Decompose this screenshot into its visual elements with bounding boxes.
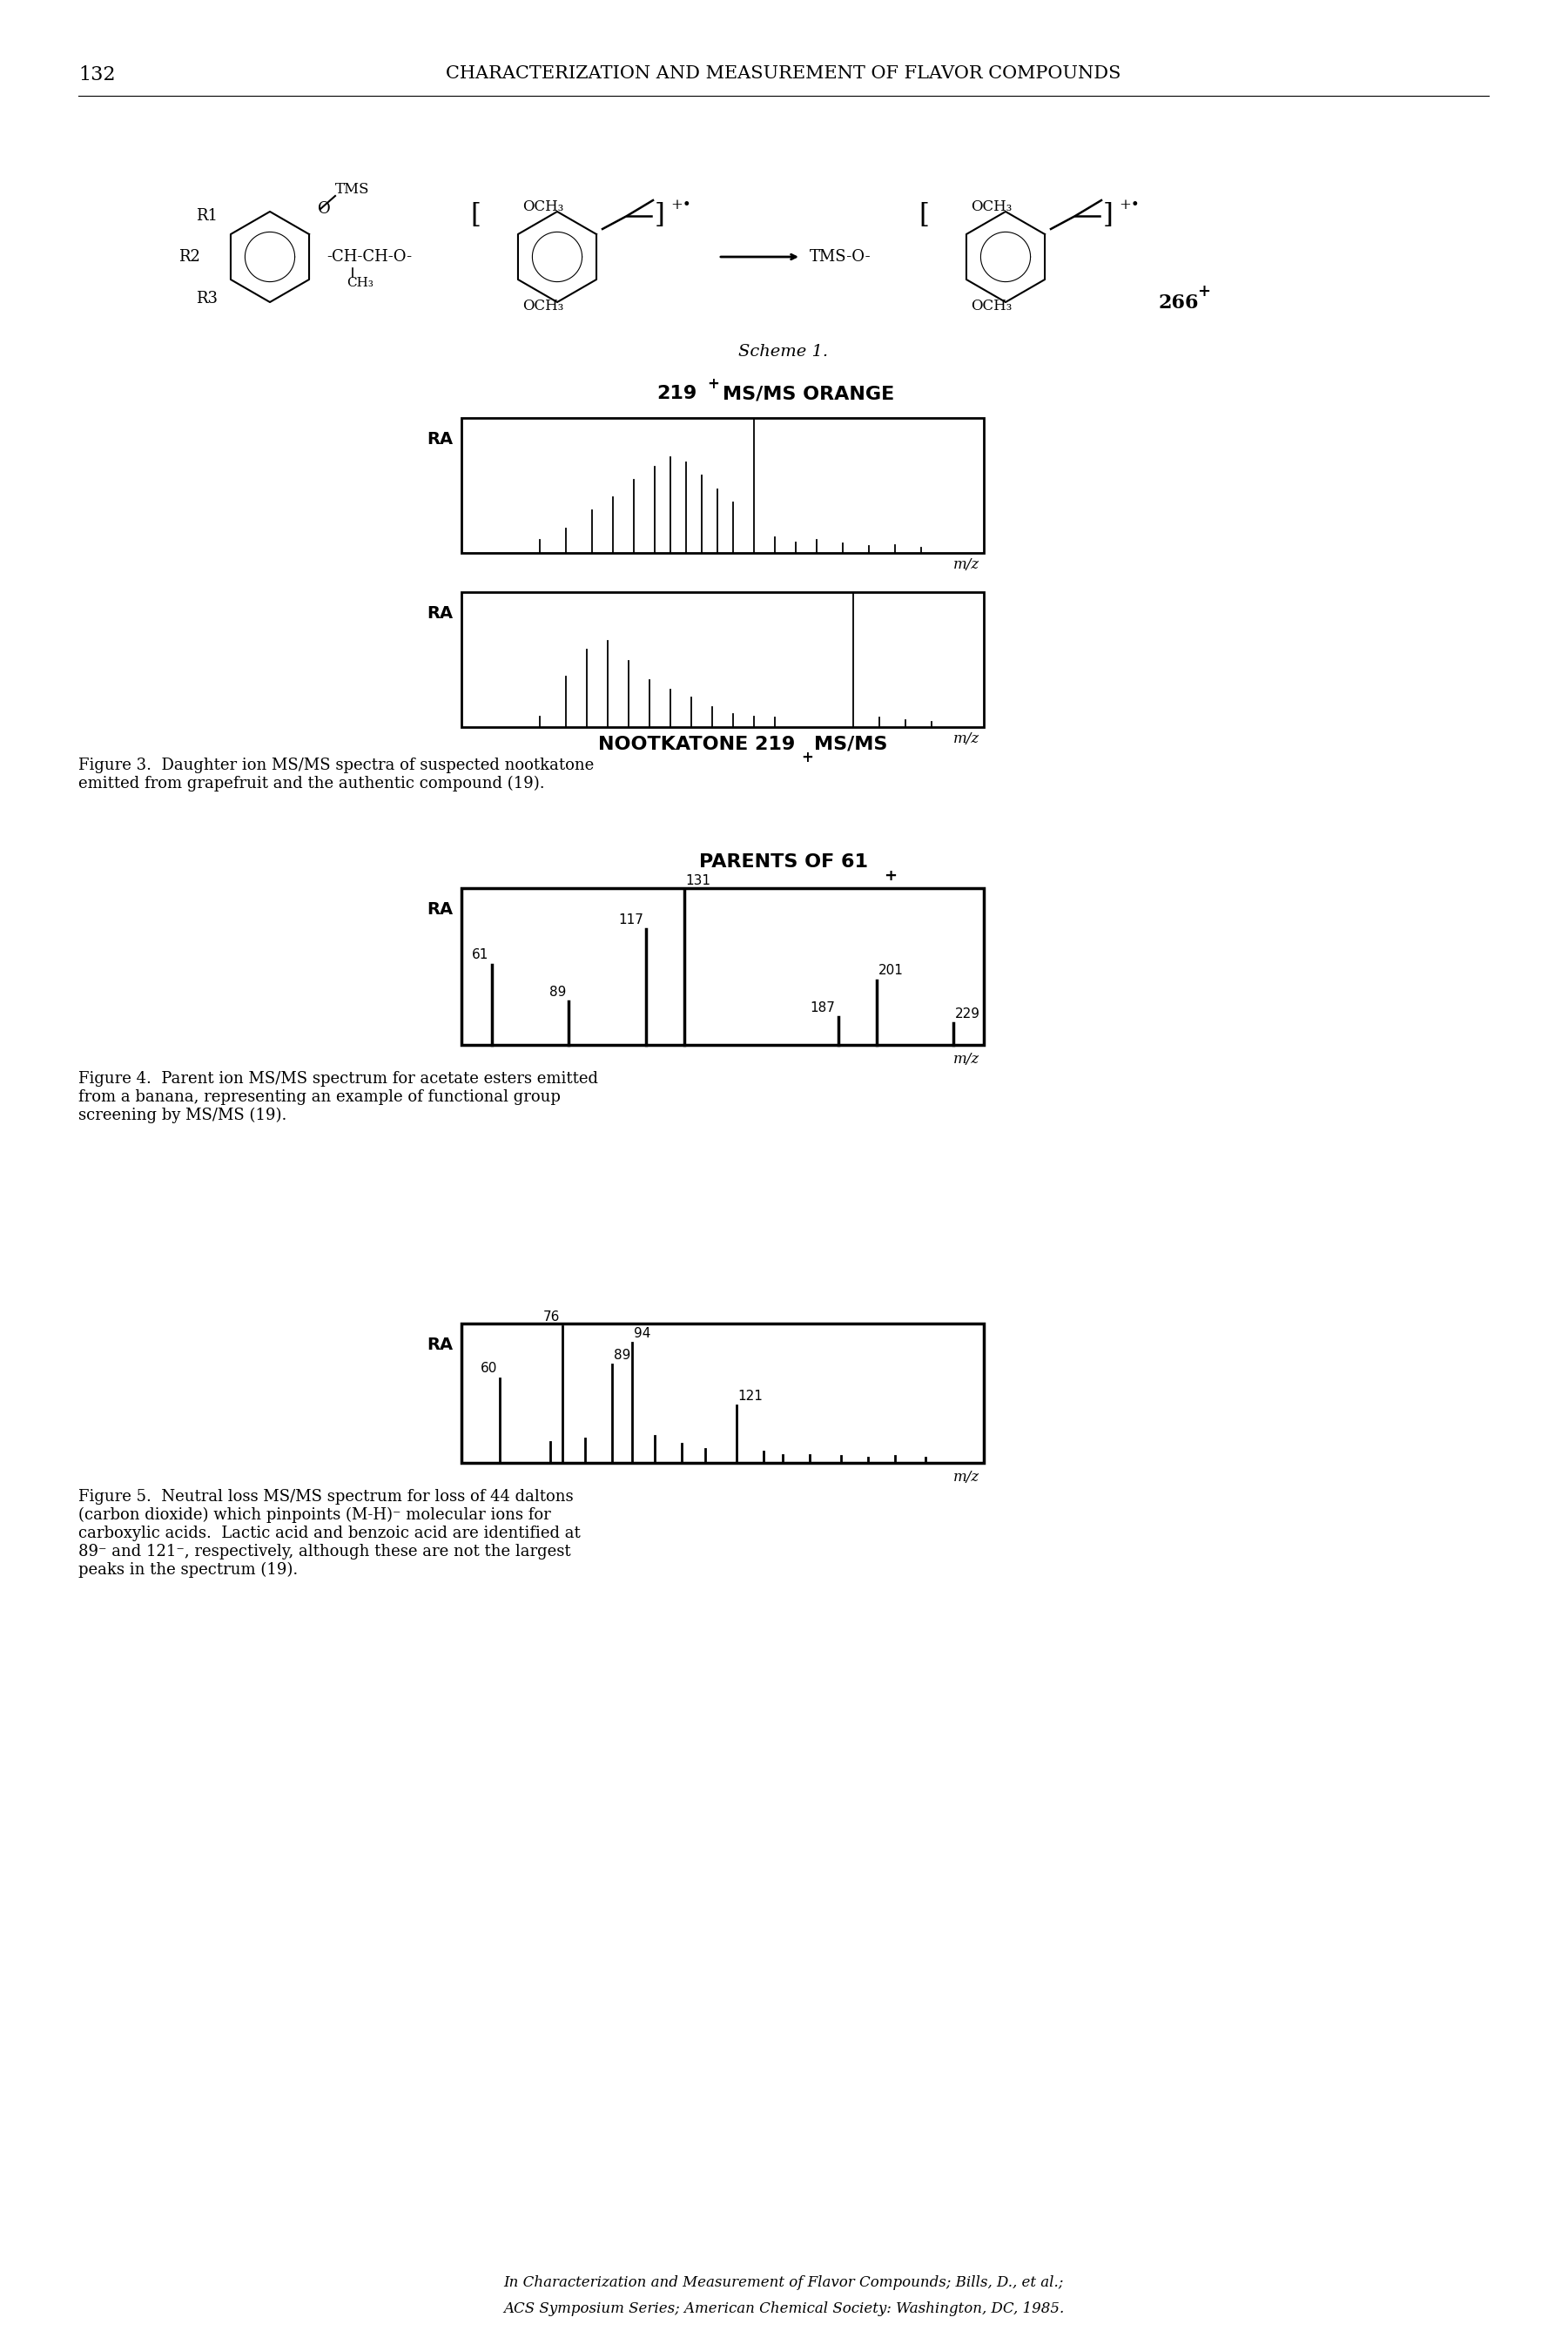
Text: NOOTKATONE 219: NOOTKATONE 219 <box>597 736 795 752</box>
Text: MS/MS: MS/MS <box>814 736 887 752</box>
Text: CH₃: CH₃ <box>347 277 373 289</box>
Text: R2: R2 <box>179 249 201 266</box>
Text: 201: 201 <box>878 964 903 978</box>
Text: +•: +• <box>671 197 691 212</box>
Text: MS/MS ORANGE: MS/MS ORANGE <box>723 386 894 402</box>
Text: TMS: TMS <box>336 183 370 197</box>
Text: CHARACTERIZATION AND MEASUREMENT OF FLAVOR COMPOUNDS: CHARACTERIZATION AND MEASUREMENT OF FLAV… <box>445 66 1121 82</box>
Text: 89: 89 <box>615 1349 630 1361</box>
Text: 132: 132 <box>78 66 116 85</box>
Text: PARENTS OF 61: PARENTS OF 61 <box>699 853 869 870</box>
Text: +: + <box>707 376 720 393</box>
Text: TMS-O-: TMS-O- <box>809 249 872 266</box>
Text: Figure 3.  Daughter ion MS/MS spectra of suspected nootkatone
emitted from grape: Figure 3. Daughter ion MS/MS spectra of … <box>78 757 594 792</box>
Text: m/z: m/z <box>953 1051 980 1067</box>
Text: ]: ] <box>655 202 665 230</box>
Text: -CH-CH-O-: -CH-CH-O- <box>326 249 412 266</box>
Text: ]: ] <box>1102 202 1113 230</box>
Text: 131: 131 <box>685 875 712 889</box>
Text: 94: 94 <box>633 1326 651 1340</box>
Text: Scheme 1.: Scheme 1. <box>739 343 828 360</box>
Text: 219: 219 <box>657 386 696 402</box>
Text: m/z: m/z <box>953 557 980 571</box>
Text: 117: 117 <box>619 912 644 926</box>
Text: +: + <box>884 868 897 884</box>
Text: +: + <box>1196 284 1210 299</box>
Text: OCH₃: OCH₃ <box>522 200 563 214</box>
Text: RA: RA <box>426 1338 453 1354</box>
Text: 89: 89 <box>549 985 566 999</box>
Text: [: [ <box>470 202 480 230</box>
Text: OCH₃: OCH₃ <box>522 299 563 315</box>
Text: R3: R3 <box>196 292 218 306</box>
FancyBboxPatch shape <box>461 592 983 726</box>
Text: 229: 229 <box>955 1006 980 1020</box>
Text: 61: 61 <box>472 947 489 962</box>
Text: 60: 60 <box>481 1361 497 1375</box>
Text: 266: 266 <box>1157 294 1198 313</box>
Text: ACS Symposium Series; American Chemical Society: Washington, DC, 1985.: ACS Symposium Series; American Chemical … <box>503 2302 1065 2316</box>
Text: +: + <box>801 750 814 766</box>
Text: OCH₃: OCH₃ <box>971 299 1011 315</box>
FancyBboxPatch shape <box>461 1324 983 1462</box>
Text: RA: RA <box>426 430 453 447</box>
Text: [: [ <box>919 202 928 230</box>
Text: RA: RA <box>426 604 453 621</box>
Text: R1: R1 <box>196 209 218 223</box>
Text: m/z: m/z <box>953 731 980 745</box>
Text: OCH₃: OCH₃ <box>971 200 1011 214</box>
Text: Figure 5.  Neutral loss MS/MS spectrum for loss of 44 daltons
(carbon dioxide) w: Figure 5. Neutral loss MS/MS spectrum fo… <box>78 1488 580 1578</box>
Text: 187: 187 <box>811 1002 836 1013</box>
Text: 76: 76 <box>544 1310 560 1324</box>
Text: +•: +• <box>1118 197 1140 212</box>
FancyBboxPatch shape <box>461 889 983 1044</box>
FancyBboxPatch shape <box>461 418 983 552</box>
Text: O: O <box>318 202 331 216</box>
Text: RA: RA <box>426 900 453 917</box>
Text: In Characterization and Measurement of Flavor Compounds; Bills, D., et al.;: In Characterization and Measurement of F… <box>503 2276 1063 2290</box>
Text: Figure 4.  Parent ion MS/MS spectrum for acetate esters emitted
from a banana, r: Figure 4. Parent ion MS/MS spectrum for … <box>78 1072 597 1124</box>
Text: 121: 121 <box>739 1389 764 1404</box>
Text: m/z: m/z <box>953 1469 980 1483</box>
